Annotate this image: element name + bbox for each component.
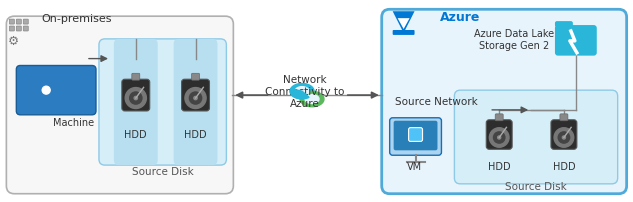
FancyBboxPatch shape [16,19,22,24]
FancyBboxPatch shape [192,73,199,80]
Polygon shape [290,83,314,99]
FancyBboxPatch shape [486,120,512,149]
Circle shape [42,86,50,94]
FancyBboxPatch shape [114,39,158,165]
Text: HDD: HDD [184,130,207,140]
FancyBboxPatch shape [16,65,96,115]
Text: Source Disk: Source Disk [132,167,194,177]
Polygon shape [300,91,324,107]
Text: Network
Connectivity to
Azure: Network Connectivity to Azure [265,75,345,108]
Text: Source Network: Source Network [394,97,477,107]
FancyBboxPatch shape [454,90,618,184]
Text: HDD: HDD [488,162,510,172]
Circle shape [134,96,137,100]
Circle shape [189,92,202,104]
FancyBboxPatch shape [23,19,28,24]
Polygon shape [398,18,410,29]
FancyBboxPatch shape [382,9,627,194]
FancyBboxPatch shape [560,114,568,121]
FancyBboxPatch shape [99,39,227,165]
Text: Machine: Machine [53,118,94,128]
Circle shape [125,87,146,108]
Circle shape [494,132,505,143]
Circle shape [562,136,565,139]
FancyBboxPatch shape [9,19,15,24]
Text: Azure Data Lake
Storage Gen 2: Azure Data Lake Storage Gen 2 [474,29,554,51]
FancyBboxPatch shape [122,79,150,111]
Circle shape [194,96,197,100]
Text: HDD: HDD [125,130,147,140]
FancyBboxPatch shape [555,21,573,27]
Polygon shape [290,89,309,99]
FancyBboxPatch shape [390,118,441,155]
Text: Source Disk: Source Disk [505,182,567,192]
FancyBboxPatch shape [173,39,218,165]
Text: ⚙: ⚙ [8,35,18,48]
FancyBboxPatch shape [392,30,415,35]
Polygon shape [392,11,415,33]
FancyBboxPatch shape [6,16,234,194]
FancyBboxPatch shape [182,79,210,111]
FancyBboxPatch shape [555,25,597,56]
Circle shape [554,128,573,147]
Circle shape [558,132,570,143]
Circle shape [489,128,509,147]
FancyBboxPatch shape [132,73,140,80]
Circle shape [498,136,501,139]
Text: Azure: Azure [439,11,480,24]
FancyBboxPatch shape [394,121,437,150]
Text: VM: VM [407,162,422,172]
Polygon shape [305,95,319,103]
FancyBboxPatch shape [9,26,15,31]
Polygon shape [295,87,309,96]
FancyBboxPatch shape [16,26,22,31]
Circle shape [185,87,206,108]
Text: On-premises: On-premises [41,14,111,24]
FancyBboxPatch shape [495,114,503,121]
FancyBboxPatch shape [551,120,577,149]
FancyBboxPatch shape [408,128,423,141]
Circle shape [130,92,142,104]
Text: HDD: HDD [553,162,575,172]
FancyBboxPatch shape [23,26,28,31]
